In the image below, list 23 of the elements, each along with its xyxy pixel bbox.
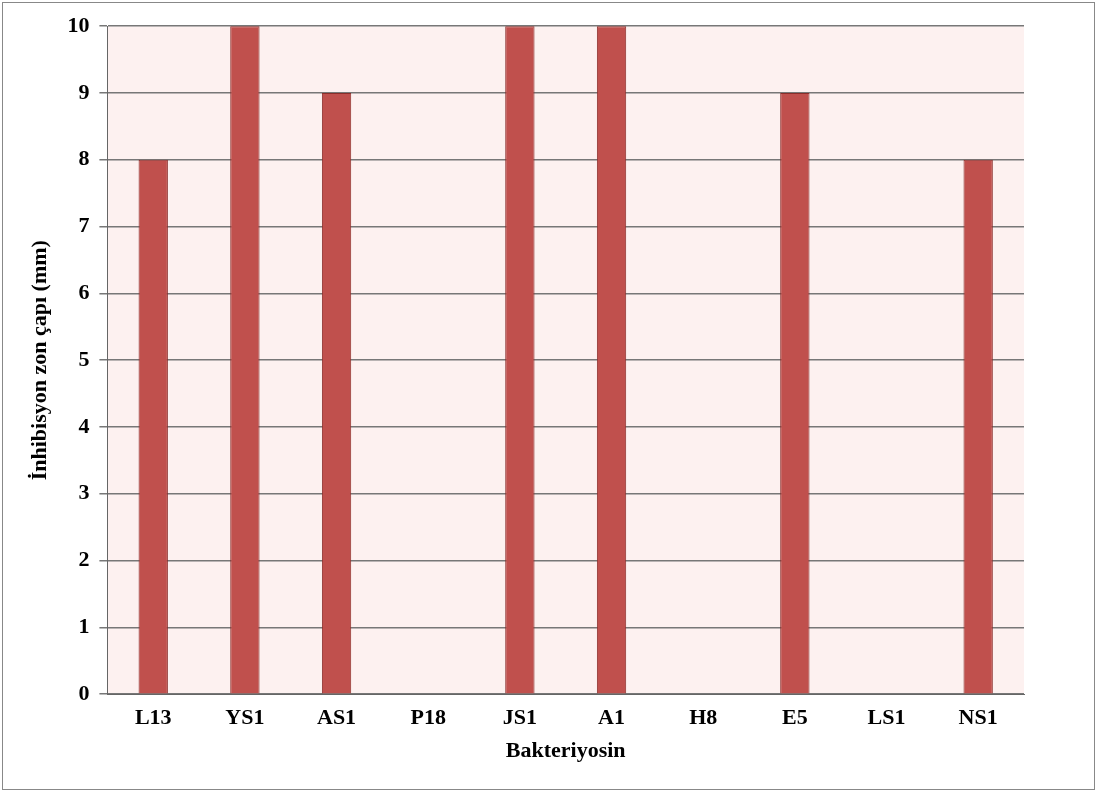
- x-tick-label: YS1: [225, 704, 265, 730]
- y-tick-label: 6: [78, 279, 90, 305]
- y-tick-label: 7: [78, 212, 90, 238]
- x-tick-label: NS1: [958, 704, 998, 730]
- y-tick-label: 4: [78, 412, 90, 438]
- x-tick-label: P18: [410, 704, 446, 730]
- y-tick-label: 3: [78, 479, 90, 505]
- x-tick-label: A1: [598, 704, 625, 730]
- x-tick-label: AS1: [316, 704, 357, 730]
- x-tick-label: JS1: [502, 704, 537, 730]
- y-tick-label: 0: [78, 679, 90, 705]
- x-tick-label: E5: [782, 704, 808, 730]
- x-tick-label: H8: [689, 704, 718, 730]
- y-tick-label: 5: [78, 345, 90, 371]
- y-tick-label: 1: [78, 613, 90, 639]
- y-axis-title: İnhibisyon zon çapı (mm): [25, 240, 51, 481]
- x-tick-label: L13: [134, 704, 172, 730]
- y-tick-label: 9: [78, 78, 90, 104]
- x-tick-label: LS1: [867, 704, 906, 730]
- y-tick-label: 10: [67, 11, 90, 37]
- y-tick-label: 8: [78, 145, 90, 171]
- x-axis-title: Bakteriyosin: [505, 737, 626, 763]
- y-tick-label: 2: [78, 546, 90, 572]
